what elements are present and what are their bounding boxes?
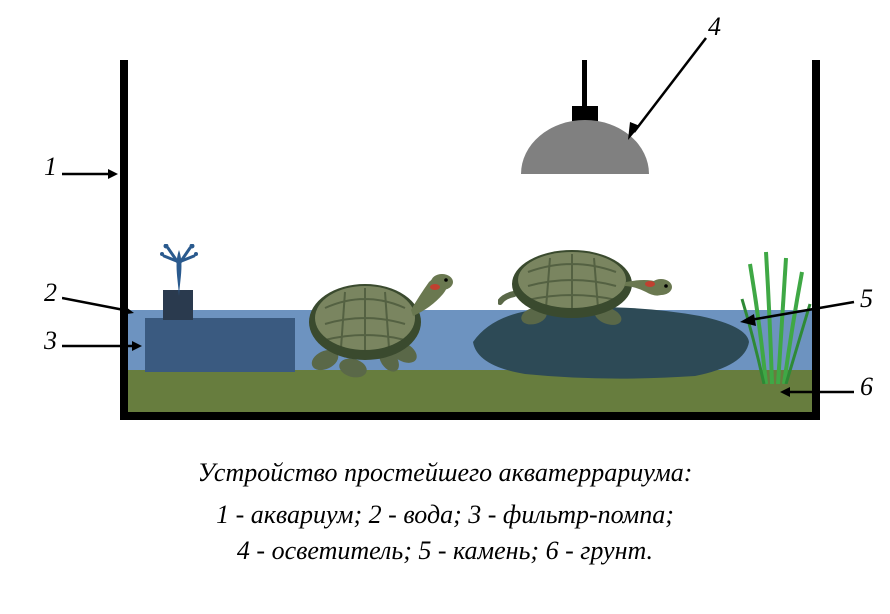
caption-line-2: 4 - осветитель; 5 - камень; 6 - грунт. [0,536,890,566]
arrow-1 [62,168,118,180]
aquaterrarium-diagram: 1 2 3 4 5 6 [60,20,840,430]
arrow-6 [778,386,856,398]
arrow-2 [62,294,134,316]
caption-title: Устройство простейшего акватеррариума: [0,458,890,488]
arrow-5 [736,298,856,326]
label-1-text: 1 [44,152,57,181]
diagram-caption: Устройство простейшего акватеррариума: 1… [0,458,890,572]
label-5: 5 [860,284,873,314]
label-1: 1 [44,152,57,182]
label-2-text: 2 [44,278,57,307]
water-splash [160,244,198,296]
turtle-basking [498,232,676,330]
caption-line-1: 1 - аквариум; 2 - вода; 3 - фильтр-помпа… [0,500,890,530]
arrow-3 [62,340,142,352]
label-6: 6 [860,372,873,402]
label-2: 2 [44,278,57,308]
turtle-swimming [295,260,460,378]
label-3-text: 3 [44,326,57,355]
label-5-text: 5 [860,284,873,313]
filter-pump-body [145,318,295,372]
arrow-4 [620,34,710,144]
label-6-text: 6 [860,372,873,401]
label-3: 3 [44,326,57,356]
lamp-cord [582,60,587,108]
